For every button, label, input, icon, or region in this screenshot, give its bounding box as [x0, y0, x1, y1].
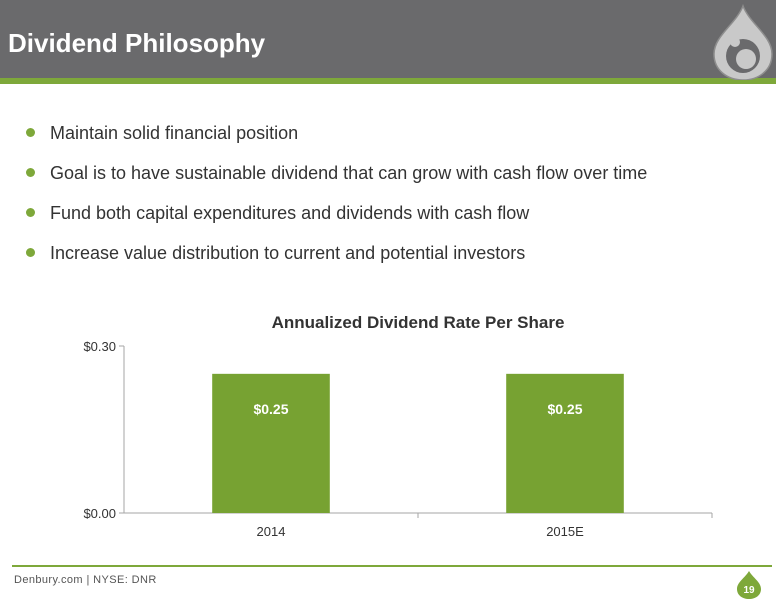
bar-2015E — [506, 373, 624, 513]
page-number-badge: 19 — [737, 571, 761, 599]
bar-value-label: $0.25 — [253, 401, 288, 417]
footer-divider — [12, 565, 772, 567]
bullet-dot-icon — [26, 128, 35, 137]
bar-2014 — [212, 373, 330, 513]
chart-title: Annualized Dividend Rate Per Share — [272, 313, 565, 332]
bullet-text: Goal is to have sustainable dividend tha… — [50, 163, 648, 183]
bullet-dot-icon — [26, 168, 35, 177]
bullet-text: Fund both capital expenditures and divid… — [50, 203, 530, 223]
slide-title: Dividend Philosophy — [8, 28, 266, 58]
x-tick-label: 2014 — [257, 524, 286, 539]
x-tick-label: 2015E — [546, 524, 584, 539]
y-tick-label: $0.00 — [83, 506, 116, 521]
header-bar — [0, 0, 776, 78]
y-tick-label: $0.30 — [83, 339, 116, 354]
dividend-bar-chart: Annualized Dividend Rate Per Share $0.00 $… — [83, 313, 713, 539]
bullet-text: Maintain solid financial position — [50, 123, 299, 143]
bar-value-label: $0.25 — [547, 401, 582, 417]
header-accent-stripe — [0, 78, 776, 84]
bullet-dot-icon — [26, 208, 35, 217]
bullet-dot-icon — [26, 248, 35, 257]
denbury-drop-logo-icon — [713, 3, 773, 80]
bullet-text: Increase value distribution to current a… — [50, 243, 526, 263]
footer-text: Denbury.com | NYSE: DNR — [14, 574, 157, 586]
page-number: 19 — [743, 585, 755, 596]
